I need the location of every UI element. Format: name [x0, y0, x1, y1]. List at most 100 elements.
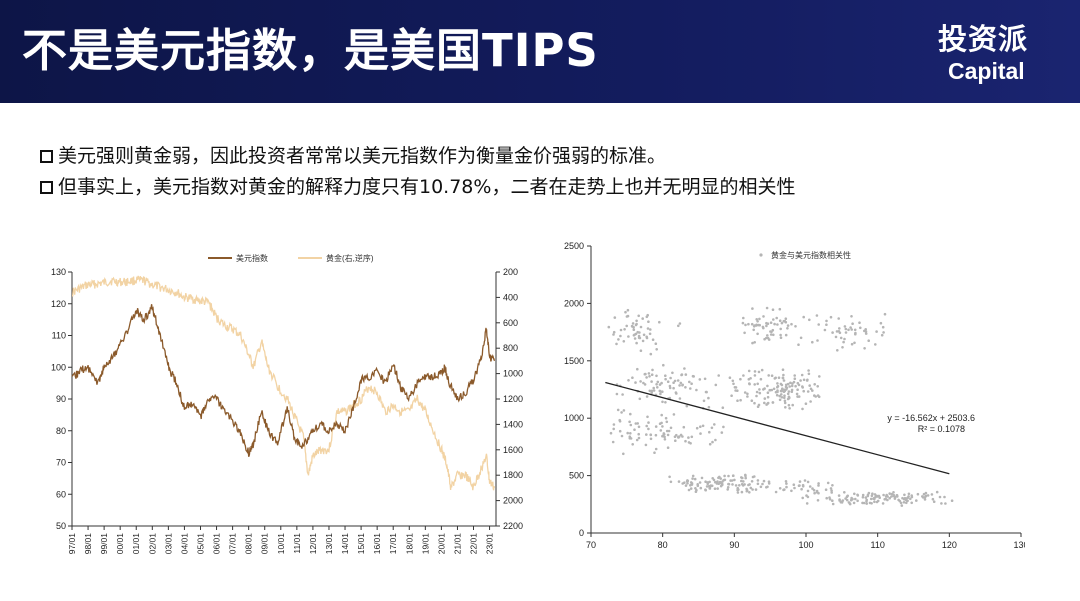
- legend-marker: [759, 253, 763, 257]
- scatter-point: [704, 488, 707, 491]
- scatter-point: [774, 490, 778, 494]
- x-tick-label: 97/01: [67, 533, 77, 555]
- scatter-point: [788, 407, 791, 410]
- scatter-point: [759, 377, 763, 381]
- y-tick-label: 500: [569, 471, 584, 481]
- scatter-point: [646, 415, 649, 419]
- y-right-tick-label: 1800: [503, 470, 523, 480]
- scatter-point: [924, 494, 928, 498]
- scatter-point: [661, 400, 664, 404]
- y-right-tick-label: 400: [503, 292, 518, 302]
- scatter-point: [736, 488, 739, 492]
- scatter-point: [766, 322, 770, 325]
- scatter-point: [811, 389, 814, 392]
- scatter-point: [944, 502, 947, 505]
- scatter-point: [658, 320, 661, 324]
- scatter-point: [787, 390, 791, 393]
- scatter-point: [637, 436, 641, 440]
- scatter-point: [802, 378, 806, 382]
- scatter-point: [634, 422, 638, 425]
- scatter-point: [645, 395, 649, 398]
- scatter-point: [786, 392, 790, 396]
- scatter-point: [769, 321, 773, 324]
- scatter-point: [664, 401, 667, 404]
- y-tick-label: 1000: [564, 413, 584, 423]
- scatter-point: [903, 493, 906, 497]
- scatter-point: [892, 493, 895, 497]
- scatter-point: [731, 379, 735, 383]
- brand-logo-text: 投资派: [938, 22, 1029, 56]
- scatter-point: [629, 423, 633, 427]
- scatter-point: [761, 482, 764, 486]
- scatter-point: [846, 494, 849, 498]
- scatter-point: [806, 480, 810, 484]
- scatter-point: [762, 315, 765, 318]
- scatter-point: [755, 394, 758, 398]
- scatter-point: [694, 490, 698, 493]
- scatter-point: [755, 390, 759, 394]
- scatter-point: [756, 332, 759, 336]
- scatter-point: [664, 416, 668, 420]
- scatter-point: [633, 337, 637, 340]
- scatter-point: [802, 389, 805, 393]
- scatter-point: [778, 487, 782, 490]
- scatter-point: [679, 433, 683, 437]
- scatter-point: [769, 333, 773, 336]
- scatter-point: [710, 426, 714, 430]
- scatter-point: [714, 480, 717, 484]
- scatter-point: [758, 391, 762, 395]
- x-tick-label: 100: [798, 540, 813, 550]
- scatter-point: [628, 420, 631, 424]
- scatter-point: [747, 322, 750, 326]
- scatter-point: [778, 398, 782, 402]
- scatter-point: [763, 397, 767, 400]
- scatter-point: [910, 494, 913, 497]
- scatter-point: [926, 494, 930, 497]
- scatter-point: [829, 315, 833, 319]
- scatter-point: [616, 408, 620, 412]
- scatter-point: [830, 491, 833, 494]
- scatter-point: [905, 501, 908, 505]
- scatter-point: [655, 374, 658, 378]
- scatter-point: [666, 433, 670, 437]
- scatter-point: [823, 328, 827, 332]
- scatter-point: [648, 389, 652, 393]
- scatter-point: [794, 325, 797, 328]
- scatter-point: [753, 374, 757, 377]
- scatter-point: [642, 381, 645, 385]
- scatter-point: [665, 420, 669, 424]
- scatter-point: [910, 501, 913, 505]
- scatter-point: [637, 314, 640, 318]
- scatter-point: [841, 499, 845, 502]
- scatter-point: [682, 425, 686, 429]
- usd-gold-line-chart: 130 120 110 100 90 80 70 60 50 200 400 600 800 1000 12…: [51, 253, 523, 555]
- scatter-point: [744, 476, 747, 480]
- scatter-point: [684, 386, 687, 389]
- scatter-point: [726, 486, 730, 489]
- scatter-point: [738, 484, 741, 487]
- scatter-point: [662, 433, 666, 436]
- scatter-point: [654, 433, 658, 437]
- scatter-point: [883, 312, 887, 316]
- scatter-point: [675, 433, 678, 437]
- trendline-equation: y = -16.562x + 2503.6: [887, 413, 975, 423]
- scatter-point: [624, 310, 627, 314]
- scatter-point: [741, 476, 744, 480]
- scatter-point: [909, 497, 912, 501]
- scatter-point: [888, 492, 891, 495]
- scatter-point: [719, 482, 723, 485]
- header-bar: 不是美元指数，是美国TIPS 投资派 Capital: [0, 0, 1080, 103]
- scatter-point: [687, 441, 691, 444]
- scatter-point: [759, 485, 763, 489]
- scatter-point: [728, 376, 732, 379]
- scatter-point: [795, 392, 799, 396]
- scatter-point: [799, 379, 802, 382]
- scatter-point: [837, 317, 840, 320]
- scatter-point: [756, 479, 760, 482]
- scatter-point: [793, 374, 796, 377]
- scatter-point: [756, 382, 759, 386]
- x-tick-label: 10/01: [276, 533, 286, 555]
- scatter-point: [837, 494, 841, 497]
- scatter-point: [811, 487, 814, 490]
- scatter-point: [609, 431, 613, 435]
